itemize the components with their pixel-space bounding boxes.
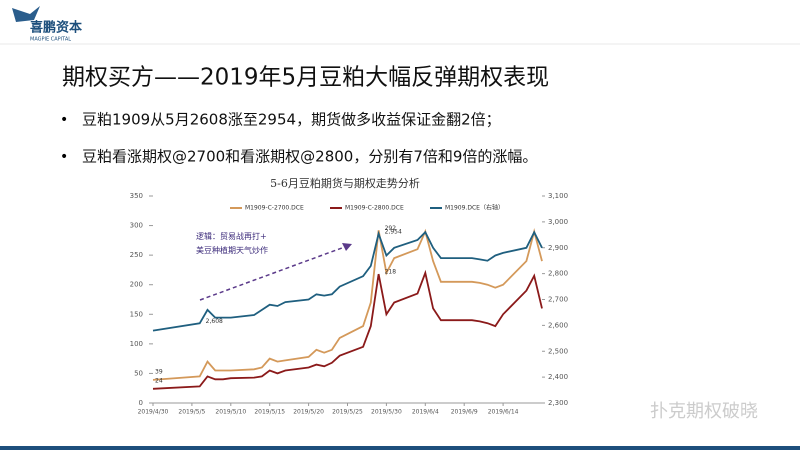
data-label: 39	[155, 368, 163, 375]
bullet-dot: •	[60, 112, 68, 128]
annotation: 美豆种植期天气炒作	[196, 245, 268, 255]
x-tick-label: 2019/5/10	[215, 409, 246, 416]
series-line	[152, 227, 543, 381]
chart-title: 5-6月豆粕期货与期权走势分析	[270, 176, 420, 190]
data-label: 218	[385, 269, 397, 276]
y2-tick-label: 2,400	[548, 373, 568, 381]
series-line	[152, 269, 543, 390]
logo-text: 喜鹏资本	[30, 20, 82, 36]
y-tick-label: 200	[130, 281, 143, 289]
y-tick-label: 150	[130, 310, 143, 318]
slide-title: 期权买方——2019年5月豆粕大幅反弹期权表现	[62, 65, 549, 91]
logo-icon	[12, 6, 40, 22]
y2-tick-label: 2,600	[548, 321, 568, 329]
footer-bar	[0, 446, 800, 450]
x-tick-label: 2019/6/14	[488, 409, 519, 416]
annotation: 逻辑：贸易战再打+	[196, 231, 267, 241]
watermark: 扑克期权破晓	[650, 401, 758, 422]
y2-tick-label: 3,000	[548, 218, 568, 226]
x-tick-label: 2019/5/15	[254, 409, 285, 416]
y-tick-label: 100	[130, 340, 143, 348]
legend-label: M1909-C-2800.DCE	[345, 205, 404, 212]
y2-tick-label: 2,500	[548, 347, 568, 355]
y-tick-label: 250	[130, 251, 143, 259]
bullet: 豆粕看涨期权@2700和看涨期权@2800，分别有7倍和9倍的涨幅。	[82, 148, 537, 166]
data-label: 2,608	[206, 318, 223, 325]
bullet-dot: •	[60, 149, 68, 165]
y-tick-label: 0	[139, 399, 143, 407]
bullet: 豆粕1909从5月2608涨至2954，期货做多收益保证金翻2倍；	[82, 111, 501, 129]
y-tick-label: 350	[130, 192, 143, 200]
y-tick-label: 50	[134, 369, 143, 377]
x-tick-label: 2019/4/30	[138, 409, 169, 416]
y2-tick-label: 2,300	[548, 399, 568, 407]
chart: 0 50 100 150 200 250 300 350 2,300 2,400 2,500 2,60…	[130, 192, 568, 416]
data-label: 292	[385, 225, 397, 232]
legend-label: M1909-C-2700.DCE	[245, 205, 304, 212]
series-line	[152, 230, 543, 332]
data-label: 24	[155, 377, 163, 384]
annotation-arrowhead	[342, 243, 352, 251]
y2-tick-label: 2,700	[548, 296, 568, 304]
y2-tick-label: 2,900	[548, 244, 568, 252]
x-tick-label: 2019/5/20	[293, 409, 324, 416]
x-tick-label: 2019/5/30	[371, 409, 402, 416]
legend-label: M1909.DCE（右轴）	[445, 204, 504, 212]
x-tick-label: 2019/6/4	[412, 409, 439, 416]
x-tick-label: 2019/6/9	[451, 409, 478, 416]
y-tick-label: 300	[130, 222, 143, 230]
logo-sub: MAGPIE CAPITAL	[30, 37, 71, 43]
data-label: 2,954	[385, 228, 402, 235]
x-tick-label: 2019/5/25	[332, 409, 363, 416]
annotation-arrow	[199, 244, 351, 301]
x-tick-label: 2019/5/5	[178, 409, 205, 416]
y2-tick-label: 3,100	[548, 192, 568, 200]
y2-tick-label: 2,800	[548, 270, 568, 278]
